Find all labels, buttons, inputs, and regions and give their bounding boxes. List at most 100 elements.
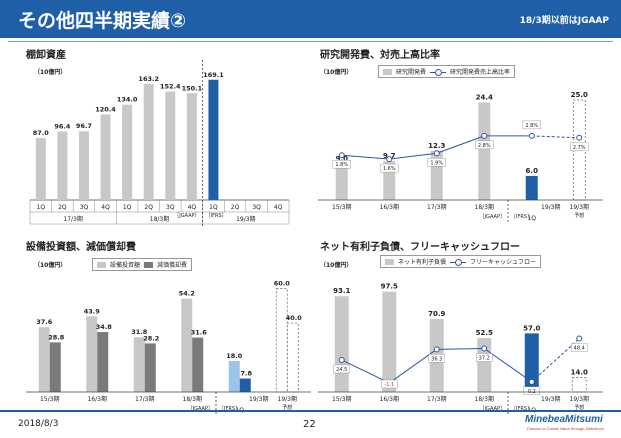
capex-tick-label: 17/3期 <box>135 395 154 403</box>
capex-tick-label: 15/3期 <box>40 395 59 403</box>
rnd-ratio-point <box>433 150 440 157</box>
fcf-label: -1.1 <box>384 382 394 388</box>
fcf-line <box>531 338 580 383</box>
fcf-label-box <box>333 364 350 374</box>
fcf-point <box>576 335 583 342</box>
capex-bar <box>181 298 193 392</box>
inventory-tick-label: 3Q <box>80 204 89 211</box>
rnd-tick-label: 17/3期 <box>427 203 446 211</box>
fcf-label-box <box>476 353 493 362</box>
capex-legend-swatch-1 <box>97 261 106 268</box>
rnd-bar <box>525 176 538 200</box>
netdebt-period-label: 19/3期 <box>541 395 560 403</box>
rnd-ratio-point <box>528 132 535 139</box>
rnd-ratio-line <box>436 135 485 154</box>
capex-bar <box>86 316 98 392</box>
rnd-ratio-label-box <box>570 142 589 152</box>
netdebt-tick-label: 18/3期 <box>475 395 494 403</box>
rnd-ratio-label: 1.6% <box>383 166 396 172</box>
inventory-bar <box>100 114 111 200</box>
netdebt-unit: （10億円） <box>320 262 353 269</box>
inventory-data-label: 120.4 <box>95 105 116 113</box>
inventory-data-label: 96.4 <box>54 122 71 130</box>
netdebt-tick-label: 15/3期 <box>332 395 351 403</box>
capex-data-label: 43.9 <box>84 307 101 315</box>
netdebt-legend: ネット有利子負債 フリーキャッシュフロー <box>380 255 542 268</box>
depreciation-bar <box>286 322 299 393</box>
rnd-ratio-label: 2.8% <box>525 123 538 129</box>
netdebt-data-label: 57.0 <box>523 324 540 332</box>
rnd-legend: 研究開発費 研究開発費売上高比率 <box>378 65 516 78</box>
inventory-data-label: 150.1 <box>182 84 203 92</box>
fcf-label-box <box>571 343 588 352</box>
netdebt-bar <box>382 291 397 392</box>
rnd-ratio-label-box <box>427 158 446 167</box>
inventory-tick-label: 4Q <box>274 204 283 211</box>
rnd-data-label: 6.0 <box>526 167 539 175</box>
rnd-ratio-label: 1.9% <box>430 160 443 166</box>
fcf-label-box <box>428 354 445 363</box>
capex-period-label: 19/3期 <box>249 395 268 403</box>
rnd-ratio-label: 1.8% <box>335 162 348 168</box>
netdebt-bar <box>524 333 539 392</box>
rnd-tick-label: 18/3期 <box>475 203 494 211</box>
rnd-bar <box>478 102 491 200</box>
rnd-period-label: 19/3期 <box>541 203 560 211</box>
capex-legend-label-1: 設備投資額 <box>110 262 141 269</box>
inventory-tick-label: 2Q <box>231 204 240 211</box>
capex-bar <box>228 360 240 392</box>
inventory-bar <box>186 93 197 200</box>
fcf-label-box <box>381 379 398 389</box>
rnd-ratio-label-box <box>332 159 351 169</box>
capex-standard-jgaap: ［JGAAP］ <box>188 405 213 412</box>
netdebt-data-label: 52.5 <box>476 329 493 337</box>
netdebt-standard-ifrs: ［IFRS］ <box>511 405 532 412</box>
inventory-standard-ifrs: ［IFRS］ <box>206 212 227 219</box>
inventory-bar <box>78 131 89 200</box>
rnd-tick-label: 16/3期 <box>380 203 399 211</box>
rnd-ratio-label: 2.7% <box>573 145 586 151</box>
rnd-ratio-label-box <box>380 163 399 173</box>
capex-legend-label-2: 減価償却費 <box>157 262 188 269</box>
fcf-label: 37.2 <box>479 356 490 362</box>
rnd-ratio-point <box>386 156 393 163</box>
depreciation-data-label: 31.6 <box>191 329 208 337</box>
fcf-point <box>338 356 345 363</box>
inventory-bar <box>57 131 68 200</box>
inventory-bar <box>35 138 46 200</box>
depreciation-bar <box>97 332 109 392</box>
rnd-legend-bar-label: 研究開発費 <box>396 69 427 76</box>
rnd-ratio-point <box>338 152 345 159</box>
inventory-tick-label: 1Q <box>209 204 218 211</box>
inventory-tick-label: 4Q <box>101 204 110 211</box>
inventory-period-label: 17/3期 <box>63 215 82 223</box>
rnd-data-label: 9.0 <box>336 155 349 163</box>
rnd-standard-jgaap: ［JGAAP］ <box>480 213 505 220</box>
rnd-tick-note: 予想 <box>574 212 584 219</box>
capex-bar <box>133 337 145 392</box>
inventory-bar <box>143 83 154 200</box>
netdebt-data-label: 14.0 <box>571 369 588 377</box>
capex-tick-label: 19/3期 <box>278 395 297 403</box>
netdebt-title: ネット有利子負債、フリーキャッシュフロー <box>320 242 520 253</box>
inventory-tick-label: 1Q <box>123 204 132 211</box>
netdebt-legend-line-swatch <box>450 258 467 266</box>
netdebt-tick-label: 16/3期 <box>380 395 399 403</box>
capex-legend: 設備投資額 減価償却費 <box>92 258 193 271</box>
fcf-label: 48.4 <box>574 345 585 351</box>
inventory-tick-label: 1Q <box>37 204 46 211</box>
inventory-period-label: 18/3期 <box>150 215 169 223</box>
depreciation-data-label: 34.8 <box>96 323 113 331</box>
rnd-tick-label: 19/3期 <box>570 203 589 211</box>
capex-data-label: 37.6 <box>36 318 53 326</box>
capex-tick-label: 18/3期 <box>183 395 202 403</box>
depreciation-bar <box>239 378 251 392</box>
netdebt-legend-line-label: フリーキャッシュフロー <box>470 259 537 266</box>
inventory-tick-label: 2Q <box>144 204 153 211</box>
inventory-data-label: 152.4 <box>160 83 181 91</box>
netdebt-tick-note: 予想 <box>574 404 584 411</box>
netdebt-legend-bar-swatch <box>385 258 394 265</box>
capex-unit: （10億円） <box>34 262 67 269</box>
inventory-data-label: 169.1 <box>203 71 224 79</box>
netdebt-tick-label: 19/3期 <box>570 395 589 403</box>
